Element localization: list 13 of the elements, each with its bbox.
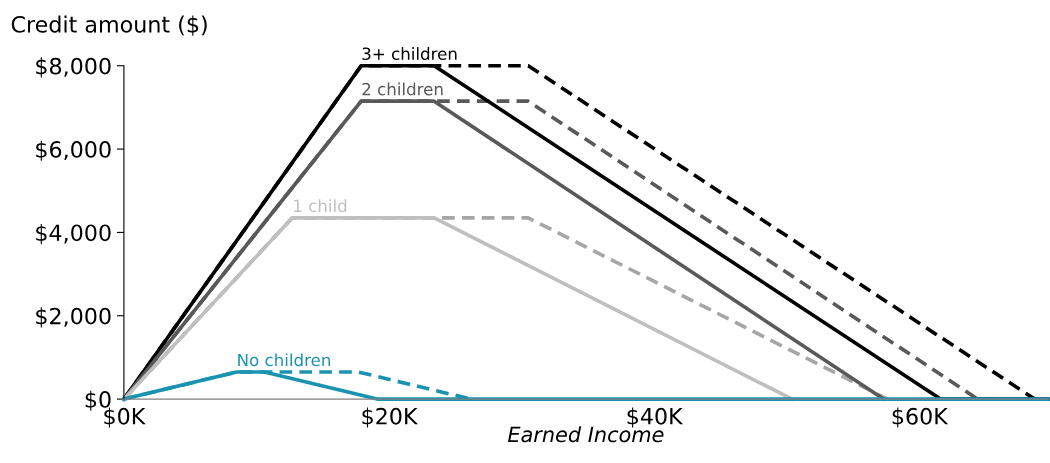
series-label: No children [238, 353, 330, 367]
x-axis-title: Earned Income [507, 426, 664, 443]
y-tick-label: $2,000 [36, 307, 111, 328]
x-tick-label: $60K [892, 407, 949, 428]
y-tick-label: $6,000 [36, 140, 111, 161]
series-label: 2 children [362, 82, 443, 96]
series-label: 1 child [294, 199, 347, 213]
y-axis-title: Credit amount ($) [11, 15, 207, 36]
y-tick-label: $8,000 [36, 57, 111, 78]
y-tick-label: $4,000 [36, 223, 111, 245]
x-tick-label: $20K [362, 407, 418, 428]
series-label: 3+ children [362, 47, 457, 61]
x-tick-label: $40K [627, 407, 684, 428]
